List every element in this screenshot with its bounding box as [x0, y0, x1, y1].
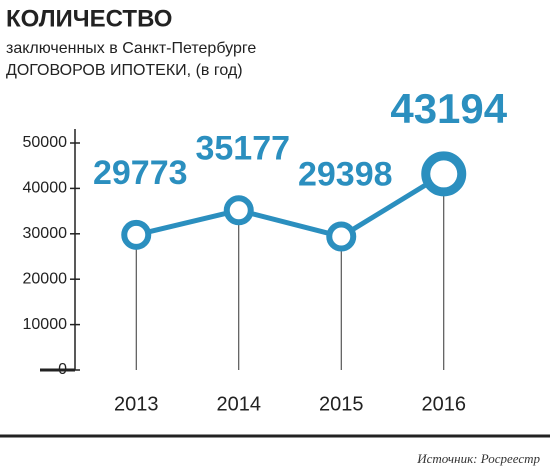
x-tick-label: 2013 — [114, 393, 159, 415]
y-tick-label: 40000 — [23, 180, 68, 197]
marker — [223, 195, 254, 226]
y-tick-label: 30000 — [23, 225, 68, 242]
marker — [421, 151, 467, 197]
data-label: 29398 — [298, 156, 393, 194]
chart-subtitle: ДОГОВОРОВ ИПОТЕКИ, (в год) — [6, 62, 243, 79]
data-label: 35177 — [195, 129, 290, 167]
y-tick-label: 50000 — [23, 134, 68, 151]
x-tick-label: 2014 — [217, 393, 262, 415]
chart-title: КОЛИЧЕСТВО — [6, 5, 172, 32]
data-label: 29773 — [93, 154, 188, 192]
x-tick-label: 2016 — [422, 393, 467, 415]
line — [135, 171, 446, 240]
y-tick-label: 20000 — [23, 270, 68, 287]
data-label: 43194 — [390, 85, 507, 132]
y-tick-label: 10000 — [23, 316, 68, 333]
x-tick-label: 2015 — [319, 393, 364, 415]
marker — [326, 221, 357, 252]
source-note: Источник: Росреестр — [416, 451, 540, 466]
marker — [121, 219, 152, 250]
chart-subtitle: заключенных в Санкт-Петербурге — [6, 40, 256, 57]
